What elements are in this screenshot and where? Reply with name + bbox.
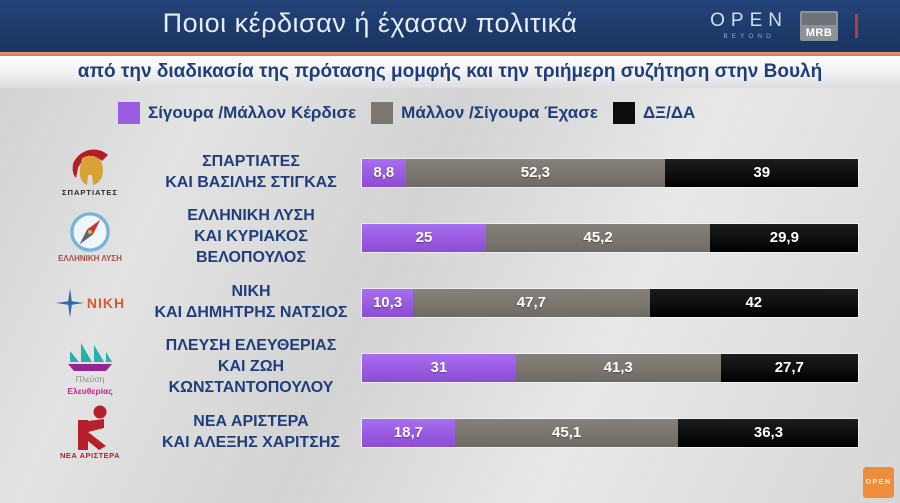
chart-rows: ΣΠΑΡΤΙΑΤΕΣ ΣΠΑΡΤΙΑΤΕΣ ΚΑΙ ΒΑΣΙΛΗΣ ΣΤΙΓΚΑ… bbox=[0, 140, 900, 465]
plefsi-logo-caption-top: Πλεύση bbox=[75, 374, 105, 385]
orange-divider bbox=[0, 52, 900, 56]
sailboat-icon bbox=[68, 343, 112, 372]
legend-label-won: Σίγουρα /Μάλλον Κέρδισε bbox=[148, 103, 357, 122]
niki-logo-caption: ΝΙΚΗ bbox=[86, 294, 126, 311]
subtitle-band: από την διαδικασία της πρότασης μομφής κ… bbox=[0, 56, 900, 88]
party-leader: ΚΑΙ ΚΥΡΙΑΚΟΣ ΒΕΛΟΠΟΥΛΟΣ bbox=[194, 228, 308, 266]
party-row-spartiates: ΣΠΑΡΤΙΑΤΕΣ ΣΠΑΡΤΙΑΤΕΣ ΚΑΙ ΒΑΣΙΛΗΣ ΣΤΙΓΚΑ… bbox=[0, 140, 900, 205]
spartan-helmet-icon bbox=[72, 149, 108, 186]
open-watermark-text: OPEN bbox=[865, 479, 892, 486]
party-label: ΝΙΚΗ ΚΑΙ ΔΗΜΗΤΡΗΣ ΝΑΤΣΙΟΣ bbox=[140, 282, 362, 324]
running-figure-icon bbox=[78, 405, 107, 451]
open-logo-tagline: BEYOND bbox=[723, 33, 775, 40]
legend-swatch-won bbox=[118, 102, 140, 124]
bar-segment-won: 25 bbox=[362, 223, 486, 252]
party-label: ΝΕΑ ΑΡΙΣΤΕΡΑ ΚΑΙ ΑΛΕΞΗΣ ΧΑΡΙΤΣΗΣ bbox=[140, 412, 362, 454]
bar-segment-dk: 36,3 bbox=[678, 418, 858, 447]
stacked-bar: 8,8 52,3 39 bbox=[361, 157, 859, 188]
party-label: ΣΠΑΡΤΙΑΤΕΣ ΚΑΙ ΒΑΣΙΛΗΣ ΣΤΙΓΚΑΣ bbox=[140, 152, 362, 194]
spartiates-logo-caption: ΣΠΑΡΤΙΑΤΕΣ bbox=[62, 188, 118, 198]
niki-star-logo: ΝΙΚΗ bbox=[40, 287, 140, 318]
bar-segment-dk: 27,7 bbox=[720, 353, 858, 382]
stacked-bar: 25 45,2 29,9 bbox=[361, 222, 859, 253]
bar-segment-lost: 41,3 bbox=[515, 353, 721, 382]
stacked-bar: 18,7 45,1 36,3 bbox=[361, 417, 859, 448]
legend: Σίγουρα /Μάλλον Κέρδισε Μάλλον /Σίγουρα … bbox=[118, 100, 900, 126]
red-accent-line bbox=[855, 14, 858, 38]
bar-segment-dk: 39 bbox=[665, 158, 858, 187]
stacked-bar: 31 41,3 27,7 bbox=[361, 352, 859, 383]
party-label: ΠΛΕΥΣΗ ΕΛΕΥΘΕΡΙΑΣ ΚΑΙ ΖΩΗ ΚΩΝΣΤΑΝΤΟΠΟΥΛΟ… bbox=[140, 336, 362, 398]
mrb-logo-band bbox=[802, 13, 836, 25]
nea-aristera-figure-logo: ΝΕΑ ΑΡΙΣΤΕΡΑ bbox=[40, 404, 140, 460]
bar-segment-lost: 52,3 bbox=[405, 158, 666, 187]
party-row-plefsi-eleftherias: Πλεύση Ελευθερίας ΠΛΕΥΣΗ ΕΛΕΥΘΕΡΙΑΣ ΚΑΙ … bbox=[0, 335, 900, 400]
party-leader: ΚΑΙ ΖΩΗ ΚΩΝΣΤΑΝΤΟΠΟΥΛΟΥ bbox=[168, 358, 334, 396]
plefsi-logo-caption-bottom: Ελευθερίας bbox=[67, 385, 113, 396]
party-row-nea-aristera: ΝΕΑ ΑΡΙΣΤΕΡΑ ΝΕΑ ΑΡΙΣΤΕΡΑ ΚΑΙ ΑΛΕΞΗΣ ΧΑΡ… bbox=[0, 400, 900, 465]
party-label: ΕΛΛΗΝΙΚΗ ΛΥΣΗ ΚΑΙ ΚΥΡΙΑΚΟΣ ΒΕΛΟΠΟΥΛΟΣ bbox=[140, 206, 362, 268]
bar-segment-lost: 45,2 bbox=[486, 223, 711, 252]
bar-segment-won: 10,3 bbox=[362, 288, 414, 317]
legend-swatch-dk bbox=[612, 102, 635, 124]
party-row-elliniki-lysi: ΕΛΛΗΝΙΚΗ ΛΥΣΗ ΕΛΛΗΝΙΚΗ ΛΥΣΗ ΚΑΙ ΚΥΡΙΑΚΟΣ… bbox=[0, 205, 900, 270]
party-name: ΣΠΑΡΤΙΑΤΕΣ bbox=[202, 152, 300, 170]
legend-label-lost: Μάλλον /Σίγουρα Έχασε bbox=[401, 103, 598, 122]
bar-segment-dk: 42 bbox=[649, 288, 858, 317]
plefsi-eleftherias-ship-logo: Πλεύση Ελευθερίας bbox=[40, 339, 140, 396]
page-title: Ποιοι κέρδισαν ή έχασαν πολιτικά bbox=[162, 8, 578, 38]
nea-aristera-logo-caption: ΝΕΑ ΑΡΙΣΤΕΡΑ bbox=[59, 451, 121, 461]
page-subtitle: από την διαδικασία της πρότασης μομφής κ… bbox=[77, 61, 823, 82]
party-leader: ΚΑΙ ΒΑΣΙΛΗΣ ΣΤΙΓΚΑΣ bbox=[165, 173, 337, 191]
open-watermark-logo: OPEN bbox=[863, 467, 894, 498]
open-channel-logo: OPEN BEYOND bbox=[710, 10, 788, 40]
party-name: ΝΙΚΗ bbox=[231, 282, 271, 300]
legend-item-won: Σίγουρα /Μάλλον Κέρδισε bbox=[118, 102, 356, 124]
star-icon bbox=[55, 287, 84, 318]
party-name: ΝΕΑ ΑΡΙΣΤΕΡΑ bbox=[193, 412, 309, 430]
bar-segment-won: 31 bbox=[362, 353, 516, 382]
legend-item-dk: ΔΞ/ΔΑ bbox=[612, 102, 696, 124]
elliniki-lysi-compass-logo: ΕΛΛΗΝΙΚΗ ΛΥΣΗ bbox=[40, 211, 140, 264]
mrb-logo-text: MRB bbox=[805, 27, 833, 39]
party-name: ΕΛΛΗΝΙΚΗ ΛΥΣΗ bbox=[187, 207, 315, 225]
compass-icon bbox=[70, 212, 110, 252]
party-leader: ΚΑΙ ΑΛΕΞΗΣ ΧΑΡΙΤΣΗΣ bbox=[161, 433, 341, 451]
mrb-logo: MRB bbox=[800, 11, 838, 41]
spartiates-helmet-logo: ΣΠΑΡΤΙΑΤΕΣ bbox=[40, 147, 140, 197]
stacked-bar: 10,3 47,7 42 bbox=[361, 287, 859, 318]
bar-segment-won: 18,7 bbox=[362, 418, 455, 447]
legend-swatch-lost bbox=[371, 102, 394, 124]
legend-item-lost: Μάλλον /Σίγουρα Έχασε bbox=[371, 102, 598, 124]
elliniki-lysi-logo-caption: ΕΛΛΗΝΙΚΗ ΛΥΣΗ bbox=[58, 254, 122, 264]
legend-label-dk: ΔΞ/ΔΑ bbox=[642, 103, 696, 122]
bar-segment-dk: 29,9 bbox=[710, 223, 858, 252]
party-row-niki: ΝΙΚΗ ΝΙΚΗ ΚΑΙ ΔΗΜΗΤΡΗΣ ΝΑΤΣΙΟΣ 10,3 47,7… bbox=[0, 270, 900, 335]
bar-segment-won: 8,8 bbox=[362, 158, 406, 187]
bar-segment-lost: 45,1 bbox=[454, 418, 679, 447]
header-bar: Ποιοι κέρδισαν ή έχασαν πολιτικά OPEN BE… bbox=[0, 0, 900, 52]
open-logo-text: OPEN bbox=[710, 10, 788, 31]
party-leader: ΚΑΙ ΔΗΜΗΤΡΗΣ ΝΑΤΣΙΟΣ bbox=[154, 303, 348, 321]
party-name: ΠΛΕΥΣΗ ΕΛΕΥΘΕΡΙΑΣ bbox=[165, 337, 337, 355]
bar-segment-lost: 47,7 bbox=[413, 288, 650, 317]
